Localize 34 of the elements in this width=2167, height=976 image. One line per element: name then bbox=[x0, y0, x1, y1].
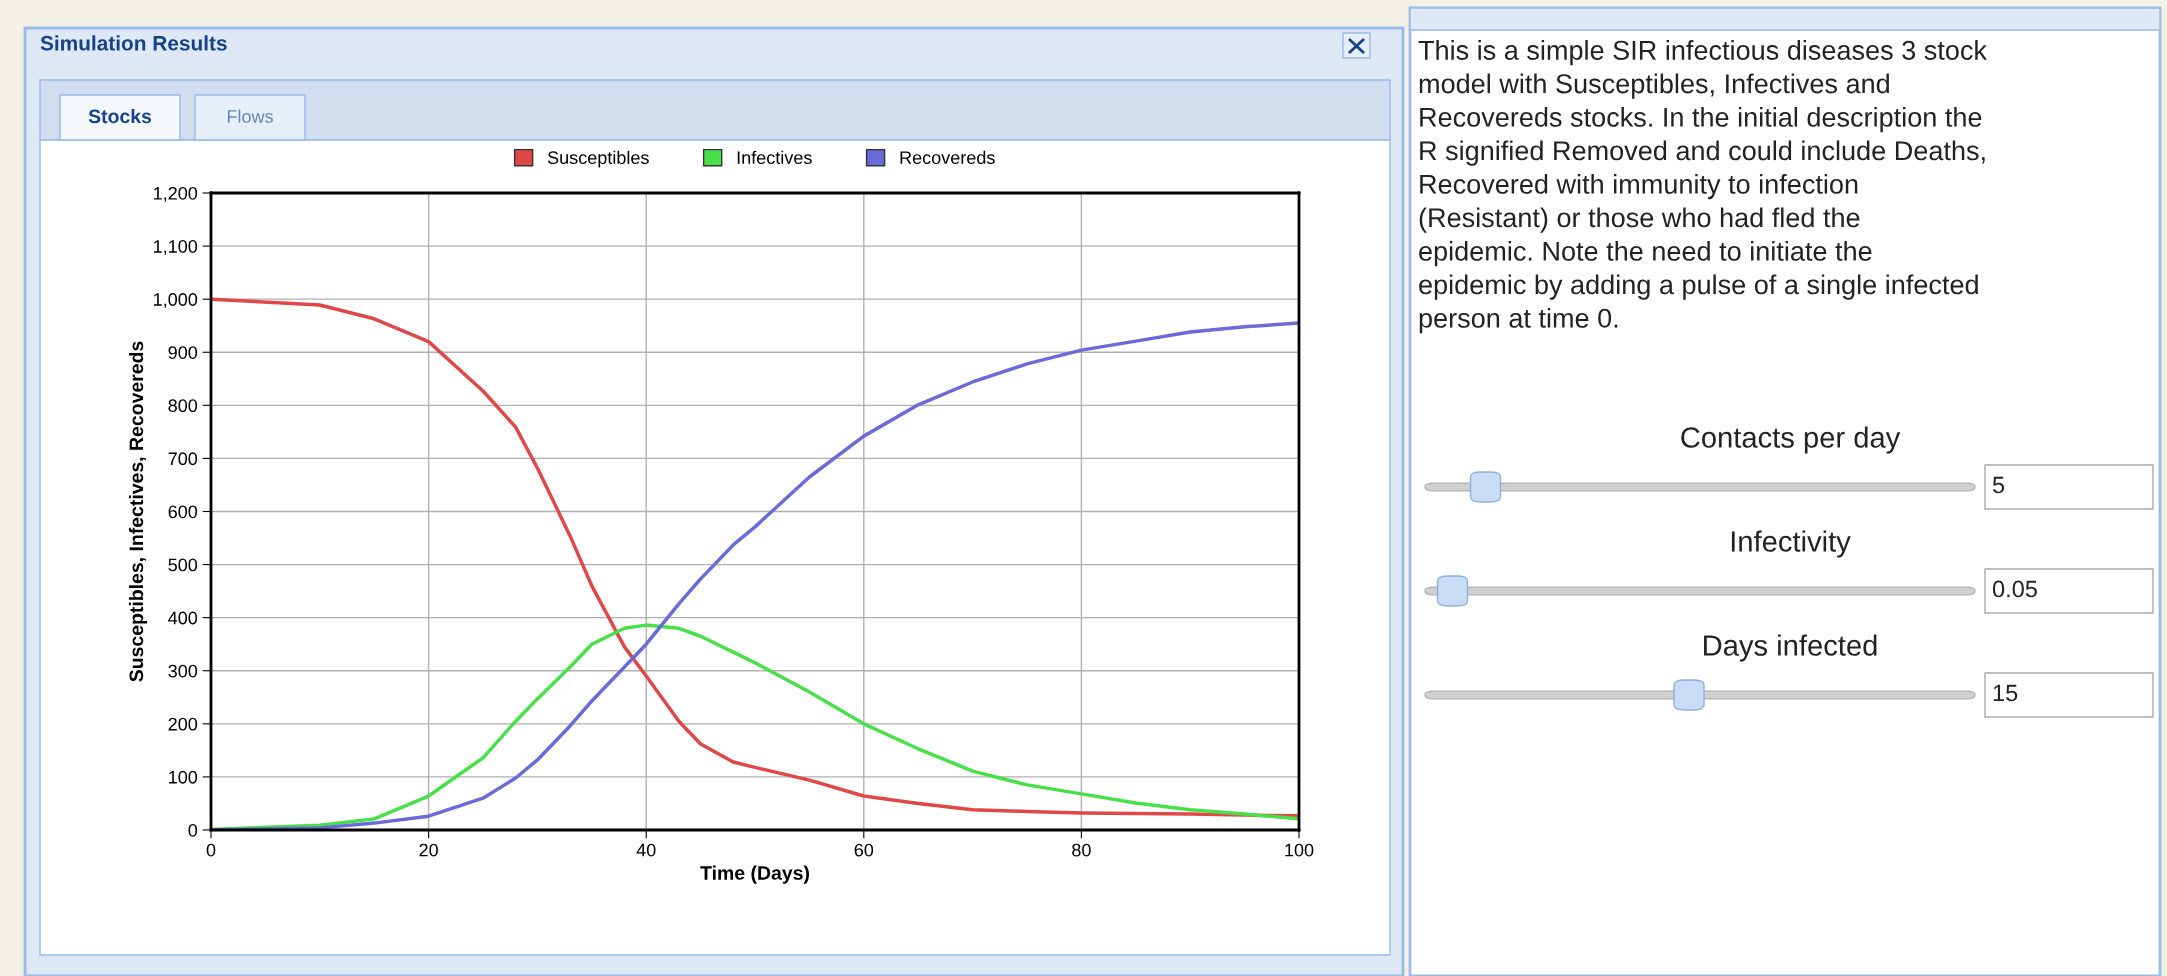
y-tick-label: 400 bbox=[168, 611, 198, 625]
x-tick-label: 80 bbox=[1072, 843, 1091, 857]
y-tick-label: 300 bbox=[168, 664, 198, 678]
chart-title: Simulation Results bbox=[40, 35, 227, 51]
text: Days infected bbox=[1704, 634, 1877, 662]
text: Infectivity bbox=[1731, 530, 1851, 558]
y-tick-label: 500 bbox=[168, 558, 198, 572]
y-tick-label: 100 bbox=[169, 770, 198, 784]
y-tick-label: 800 bbox=[168, 399, 198, 413]
y-tick-label: 600 bbox=[168, 505, 198, 519]
y-axis-title: Susceptibles, Infectives, Recovereds bbox=[128, 341, 148, 682]
text: Stocks bbox=[88, 108, 152, 124]
text: 5 bbox=[1992, 476, 2005, 494]
x-tick-label: 60 bbox=[854, 843, 874, 857]
text: 0.05 bbox=[1992, 580, 2037, 598]
x-axis-title: Time (Days) bbox=[700, 865, 809, 884]
y-tick-label: 1,200 bbox=[154, 186, 198, 202]
y-tick-label: 700 bbox=[168, 452, 198, 466]
legend-label: Infectives bbox=[737, 150, 812, 165]
y-tick-label: 200 bbox=[168, 717, 198, 731]
x-tick-label: 0 bbox=[206, 843, 216, 857]
x-tick-label: 40 bbox=[636, 843, 656, 857]
y-tick-label: 1,100 bbox=[154, 240, 198, 255]
text: 15 bbox=[1993, 684, 2018, 702]
y-tick-label: 1,000 bbox=[154, 293, 198, 309]
x-tick-label: 100 bbox=[1285, 843, 1314, 857]
legend-label: Recovereds bbox=[900, 150, 995, 165]
text: This is a simple SIR infectious diseases 3 stock model with Susceptibles, Infectives and Recovereds stocks. In the initial description the R signified Removed and could include Deaths, Recovered with immunity to infection (Resistant) or those who had fled the epidemic. Note the need to initiate the epidemic by adding a pulse of a single infected person at time 0. bbox=[1418, 40, 1988, 334]
text: Flows bbox=[227, 109, 273, 123]
x-tick-label: 20 bbox=[419, 843, 438, 857]
legend-label: Susceptibles bbox=[547, 150, 649, 168]
y-tick-label: 0 bbox=[188, 823, 198, 837]
y-tick-label: 900 bbox=[168, 346, 198, 359]
text: Contacts per day bbox=[1681, 426, 1901, 454]
